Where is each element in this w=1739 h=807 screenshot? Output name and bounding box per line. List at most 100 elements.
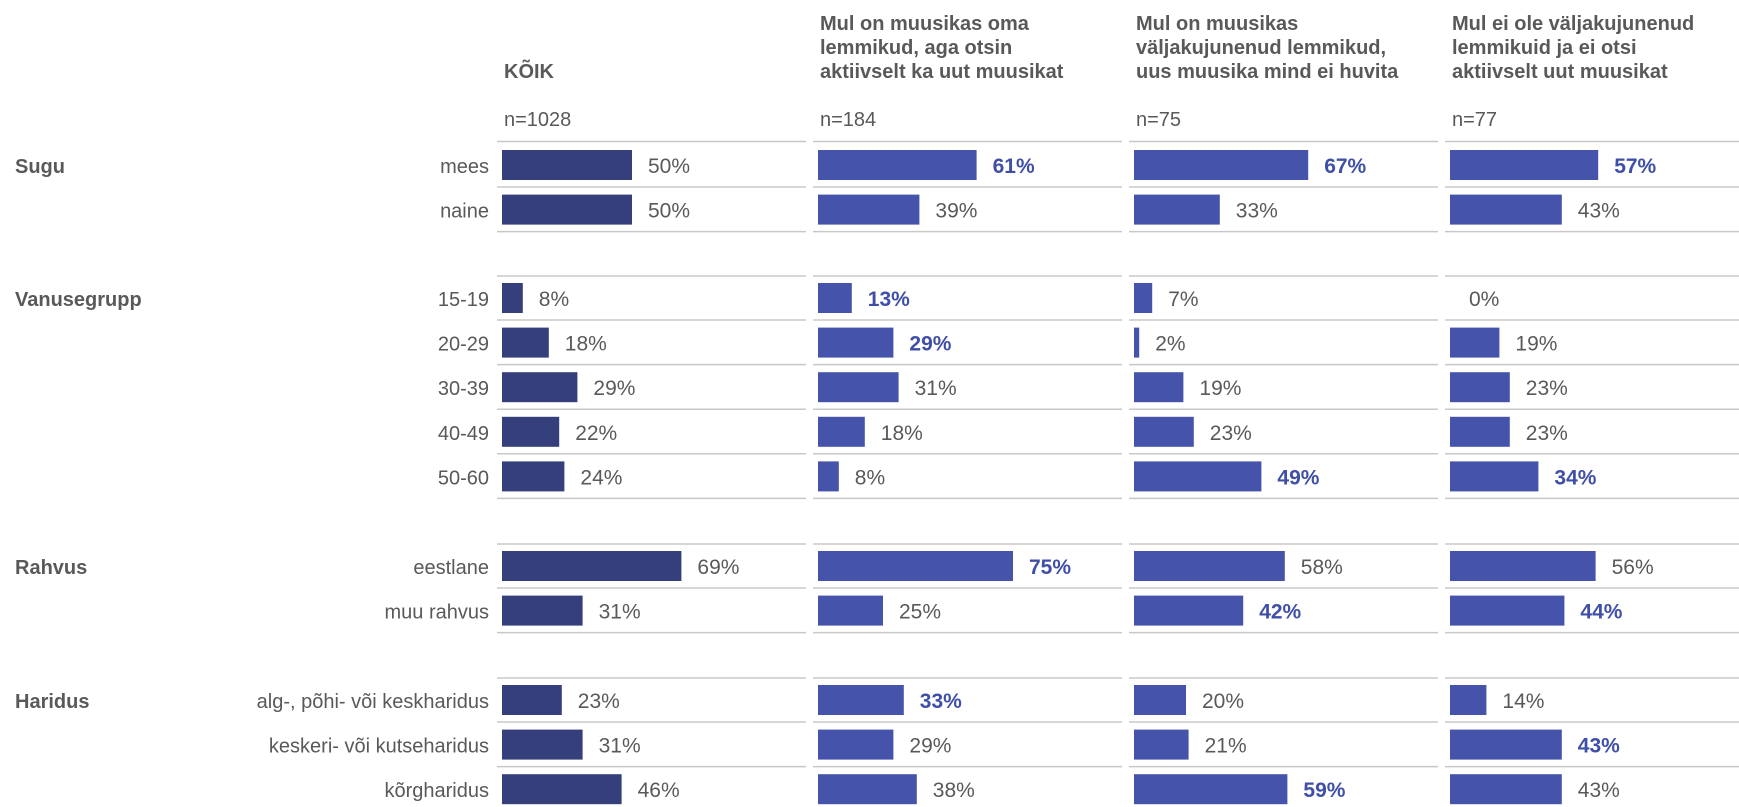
bar: [818, 327, 894, 358]
bar: [502, 551, 682, 581]
value-label: 8%: [855, 466, 885, 489]
column-title-line: Mul ei ole väljakujunenud: [1452, 13, 1694, 35]
column-title-line: KÕIK: [504, 59, 555, 83]
bar: [1450, 551, 1596, 581]
value-label: 33%: [920, 690, 962, 713]
value-label: 58%: [1301, 556, 1343, 579]
value-label: 21%: [1205, 735, 1247, 758]
category-label: eestlane: [413, 557, 489, 579]
bar: [1134, 685, 1186, 715]
bar: [818, 416, 865, 447]
sample-size-label: n=1028: [504, 109, 571, 131]
category-label: 20-29: [438, 334, 489, 356]
column-title-line: aktiivselt ka uut muusikat: [820, 61, 1064, 83]
value-label: 23%: [578, 690, 620, 713]
bar: [1450, 327, 1500, 358]
value-label: 42%: [1259, 601, 1301, 624]
category-label: 30-39: [438, 378, 489, 400]
bar: [1134, 595, 1244, 626]
bar: [1450, 774, 1562, 805]
bar: [1134, 774, 1288, 805]
value-label: 75%: [1029, 556, 1071, 579]
value-label: 2%: [1155, 333, 1185, 356]
bar: [502, 372, 578, 403]
column-title-line: Mul on muusikas oma: [820, 13, 1030, 35]
bar: [502, 685, 562, 715]
bar: [502, 416, 560, 447]
value-label: 49%: [1277, 466, 1319, 489]
bar: [1450, 372, 1510, 403]
bar: [818, 283, 852, 313]
bar: [1134, 150, 1309, 180]
category-label: mees: [440, 156, 489, 178]
bar: [818, 685, 904, 715]
value-label: 18%: [565, 333, 607, 356]
bar: [1450, 729, 1562, 760]
value-label: 34%: [1554, 466, 1596, 489]
value-label: 44%: [1580, 601, 1622, 624]
bar: [1450, 416, 1510, 447]
bar: [502, 595, 583, 626]
value-label: 43%: [1578, 735, 1620, 758]
bar: [1134, 461, 1262, 492]
value-label: 69%: [697, 556, 739, 579]
sample-size-label: n=77: [1452, 109, 1497, 131]
category-label: muu rahvus: [385, 602, 490, 624]
value-label: 24%: [580, 466, 622, 489]
bar: [818, 551, 1013, 581]
value-label: 19%: [1515, 333, 1557, 356]
value-label: 7%: [1168, 288, 1198, 311]
bar: [502, 461, 565, 492]
value-label: 31%: [915, 377, 957, 400]
bar: [1134, 283, 1153, 313]
column-title-line: uus muusika mind ei huvita: [1136, 61, 1399, 83]
bar: [1134, 416, 1194, 447]
column-title-line: väljakujunenud lemmikud,: [1136, 37, 1386, 59]
bar: [1134, 327, 1140, 358]
bar: [1134, 372, 1184, 403]
value-label: 50%: [648, 200, 690, 223]
column-title-line: lemmikud, aga otsin: [820, 37, 1012, 59]
bar: [818, 150, 977, 180]
bar: [818, 729, 894, 760]
bar: [1134, 551, 1285, 581]
value-label: 38%: [933, 779, 975, 802]
bar: [818, 461, 839, 492]
category-label: naine: [440, 201, 489, 223]
column-title-line: lemmikuid ja ei otsi: [1452, 37, 1637, 59]
value-label: 20%: [1202, 690, 1244, 713]
value-label: 23%: [1210, 422, 1252, 445]
group-label: Vanusegrupp: [15, 289, 142, 311]
value-label: 46%: [638, 779, 680, 802]
category-label: keskeri- või kutseharidus: [269, 736, 489, 758]
value-label: 19%: [1199, 377, 1241, 400]
bar: [818, 194, 920, 225]
group-label: Rahvus: [15, 557, 87, 579]
bar: [502, 194, 632, 225]
value-label: 59%: [1303, 779, 1345, 802]
value-label: 13%: [868, 288, 910, 311]
value-label: 39%: [935, 200, 977, 223]
bar: [1450, 461, 1539, 492]
value-label: 8%: [539, 288, 569, 311]
value-label: 23%: [1526, 377, 1568, 400]
bar: [1450, 685, 1487, 715]
category-label: 15-19: [438, 289, 489, 311]
bar: [818, 774, 917, 805]
group-label: Sugu: [15, 156, 65, 178]
bar: [502, 327, 549, 358]
bar: [502, 283, 523, 313]
bar: [818, 595, 883, 626]
column-title-line: aktiivselt uut muusikat: [1452, 61, 1668, 83]
value-label: 61%: [993, 155, 1035, 178]
value-label: 57%: [1614, 155, 1656, 178]
value-label: 14%: [1502, 690, 1544, 713]
value-label: 29%: [593, 377, 635, 400]
sample-size-label: n=75: [1136, 109, 1181, 131]
bar: [502, 729, 583, 760]
value-label: 50%: [648, 155, 690, 178]
value-label: 67%: [1324, 155, 1366, 178]
value-label: 29%: [909, 735, 951, 758]
value-label: 56%: [1612, 556, 1654, 579]
